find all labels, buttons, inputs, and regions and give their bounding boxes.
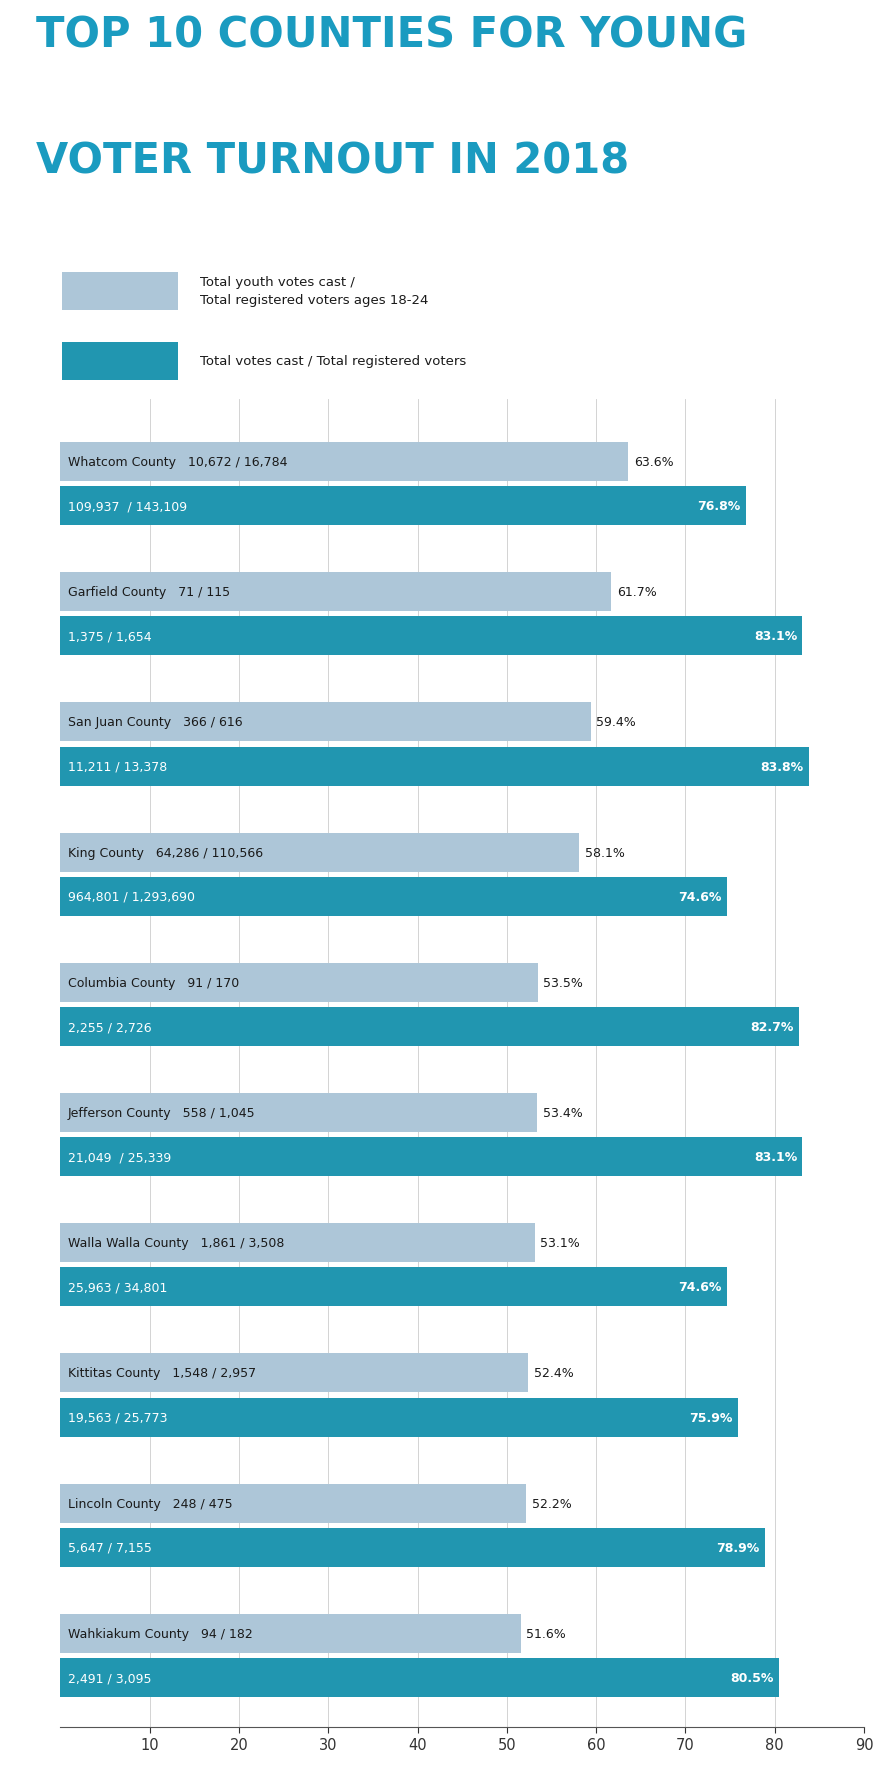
Bar: [60, 1224, 535, 1262]
Text: 52.2%: 52.2%: [532, 1497, 572, 1509]
Bar: [60, 877, 726, 916]
Text: 52.4%: 52.4%: [534, 1367, 574, 1379]
Bar: [60, 1267, 726, 1306]
Text: 61.7%: 61.7%: [616, 586, 656, 599]
Text: 1,375 / 1,654: 1,375 / 1,654: [67, 631, 151, 643]
Bar: [60, 964, 538, 1001]
Bar: [60, 1007, 799, 1046]
Text: Walla Walla County   1,861 / 3,508: Walla Walla County 1,861 / 3,508: [67, 1237, 284, 1249]
Bar: [60, 617, 803, 656]
Text: Total youth votes cast /
Total registered voters ages 18-24: Total youth votes cast / Total registere…: [200, 276, 428, 307]
Text: King County   64,286 / 110,566: King County 64,286 / 110,566: [67, 846, 263, 859]
Text: 964,801 / 1,293,690: 964,801 / 1,293,690: [67, 891, 194, 903]
Text: 11,211 / 13,378: 11,211 / 13,378: [67, 761, 167, 773]
Text: VOTER TURNOUT IN 2018: VOTER TURNOUT IN 2018: [36, 141, 629, 182]
Text: Kittitas County   1,548 / 2,957: Kittitas County 1,548 / 2,957: [67, 1367, 256, 1379]
Bar: [60, 442, 629, 481]
Bar: [60, 1527, 765, 1566]
Text: Lincoln County   248 / 475: Lincoln County 248 / 475: [67, 1497, 232, 1509]
Bar: [60, 1094, 537, 1132]
Text: San Juan County   366 / 616: San Juan County 366 / 616: [67, 716, 242, 729]
Text: 2,255 / 2,726: 2,255 / 2,726: [67, 1021, 151, 1034]
Text: 82.7%: 82.7%: [750, 1021, 794, 1034]
Bar: [60, 1614, 521, 1654]
Text: Whatcom County   10,672 / 16,784: Whatcom County 10,672 / 16,784: [67, 456, 287, 469]
Text: 5,647 / 7,155: 5,647 / 7,155: [67, 1541, 151, 1554]
Bar: [60, 747, 809, 786]
Text: 25,963 / 34,801: 25,963 / 34,801: [67, 1281, 167, 1294]
Text: 53.1%: 53.1%: [540, 1237, 580, 1249]
Bar: [60, 1484, 527, 1524]
Text: Columbia County   91 / 170: Columbia County 91 / 170: [67, 977, 239, 989]
Text: Garfield County   71 / 115: Garfield County 71 / 115: [67, 586, 230, 599]
Text: 63.6%: 63.6%: [634, 456, 673, 469]
Text: 83.1%: 83.1%: [754, 631, 797, 643]
Text: 80.5%: 80.5%: [731, 1672, 773, 1684]
Text: TOP 10 COUNTIES FOR YOUNG: TOP 10 COUNTIES FOR YOUNG: [36, 14, 747, 57]
Bar: [60, 486, 746, 526]
Text: 58.1%: 58.1%: [584, 846, 624, 859]
Text: 51.6%: 51.6%: [527, 1627, 567, 1639]
Bar: [60, 1657, 779, 1696]
Text: 83.1%: 83.1%: [754, 1151, 797, 1164]
Text: Total votes cast / Total registered voters: Total votes cast / Total registered vote…: [200, 355, 466, 369]
Text: Jefferson County   558 / 1,045: Jefferson County 558 / 1,045: [67, 1107, 255, 1119]
Text: 19,563 / 25,773: 19,563 / 25,773: [67, 1411, 167, 1424]
Text: 76.8%: 76.8%: [698, 501, 741, 513]
Text: 78.9%: 78.9%: [717, 1541, 759, 1554]
Bar: [60, 1354, 528, 1392]
Text: 74.6%: 74.6%: [678, 891, 721, 903]
Text: 74.6%: 74.6%: [678, 1281, 721, 1294]
Text: Wahkiakum County   94 / 182: Wahkiakum County 94 / 182: [67, 1627, 252, 1639]
Text: 21,049  / 25,339: 21,049 / 25,339: [67, 1151, 170, 1164]
Text: 59.4%: 59.4%: [596, 716, 636, 729]
Bar: [60, 1137, 803, 1176]
Text: 53.4%: 53.4%: [543, 1107, 583, 1119]
Bar: [60, 834, 579, 871]
Bar: [60, 1397, 738, 1436]
Text: 109,937  / 143,109: 109,937 / 143,109: [67, 501, 186, 513]
Text: 53.5%: 53.5%: [543, 977, 583, 989]
Text: 2,491 / 3,095: 2,491 / 3,095: [67, 1672, 151, 1684]
Text: 75.9%: 75.9%: [689, 1411, 733, 1424]
Text: 83.8%: 83.8%: [760, 761, 804, 773]
Bar: [60, 702, 591, 741]
Bar: [60, 572, 611, 611]
